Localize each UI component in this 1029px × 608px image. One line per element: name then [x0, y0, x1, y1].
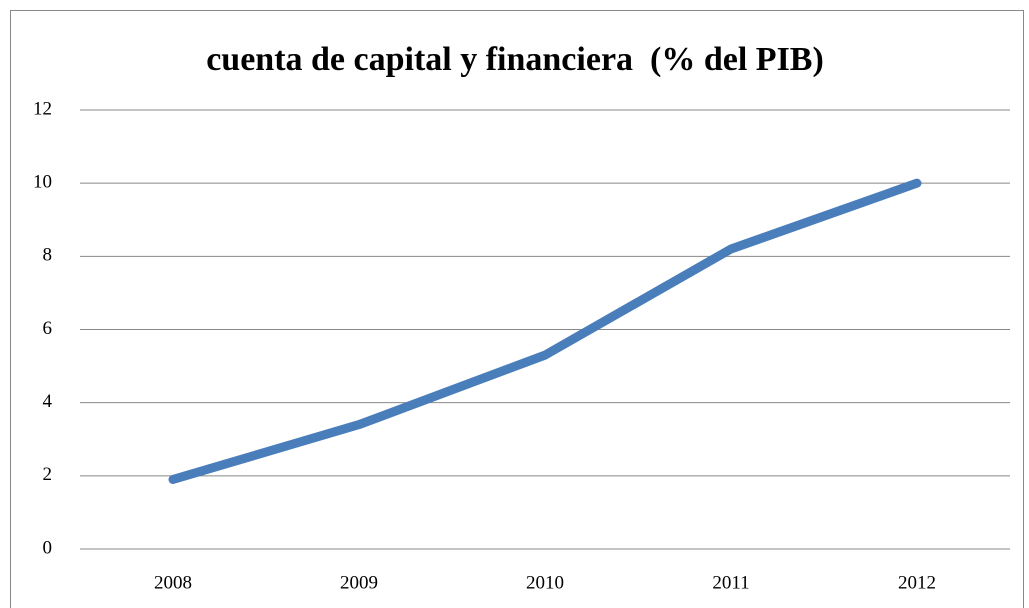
y-tick-label: 8: [43, 245, 53, 266]
y-tick-label: 6: [43, 318, 53, 339]
y-tick-label: 4: [43, 391, 53, 412]
x-tick-label: 2010: [526, 572, 564, 593]
chart-title: cuenta de capital y financiera (% del PI…: [206, 41, 824, 78]
y-tick-label: 10: [33, 172, 52, 193]
data-line: [168, 178, 922, 484]
chart-frame: [10, 10, 1024, 608]
y-tick-label: 2: [43, 464, 53, 485]
y-tick-label: 12: [33, 98, 52, 119]
x-tick-label: 2009: [340, 572, 378, 593]
x-tick-label: 2008: [154, 572, 192, 593]
x-tick-label: 2012: [898, 572, 936, 593]
y-tick-label: 0: [43, 537, 53, 558]
x-tick-label: 2011: [712, 572, 749, 593]
